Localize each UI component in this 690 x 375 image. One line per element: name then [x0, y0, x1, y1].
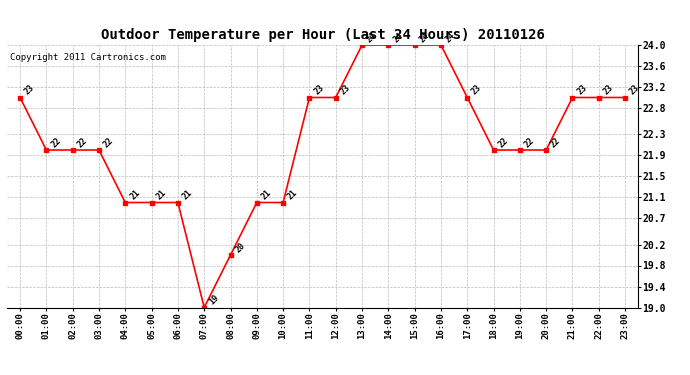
Text: Copyright 2011 Cartronics.com: Copyright 2011 Cartronics.com [10, 53, 166, 62]
Text: 24: 24 [391, 31, 404, 44]
Text: 24: 24 [444, 31, 457, 44]
Text: 23: 23 [470, 83, 484, 97]
Text: 23: 23 [628, 83, 641, 97]
Text: 21: 21 [128, 188, 141, 202]
Text: 23: 23 [602, 83, 615, 97]
Text: 21: 21 [259, 188, 273, 202]
Text: 24: 24 [417, 31, 431, 44]
Text: 19: 19 [207, 293, 220, 307]
Text: 21: 21 [181, 188, 194, 202]
Text: 23: 23 [312, 83, 326, 97]
Text: 22: 22 [49, 136, 63, 149]
Text: 23: 23 [23, 83, 37, 97]
Title: Outdoor Temperature per Hour (Last 24 Hours) 20110126: Outdoor Temperature per Hour (Last 24 Ho… [101, 28, 544, 42]
Text: 20: 20 [233, 241, 247, 254]
Text: 22: 22 [522, 136, 536, 149]
Text: 23: 23 [339, 83, 352, 97]
Text: 21: 21 [286, 188, 299, 202]
Text: 24: 24 [365, 31, 378, 44]
Text: 23: 23 [575, 83, 589, 97]
Text: 22: 22 [496, 136, 510, 149]
Text: 22: 22 [549, 136, 562, 149]
Text: 22: 22 [75, 136, 89, 149]
Text: 21: 21 [155, 188, 168, 202]
Text: 22: 22 [101, 136, 115, 149]
